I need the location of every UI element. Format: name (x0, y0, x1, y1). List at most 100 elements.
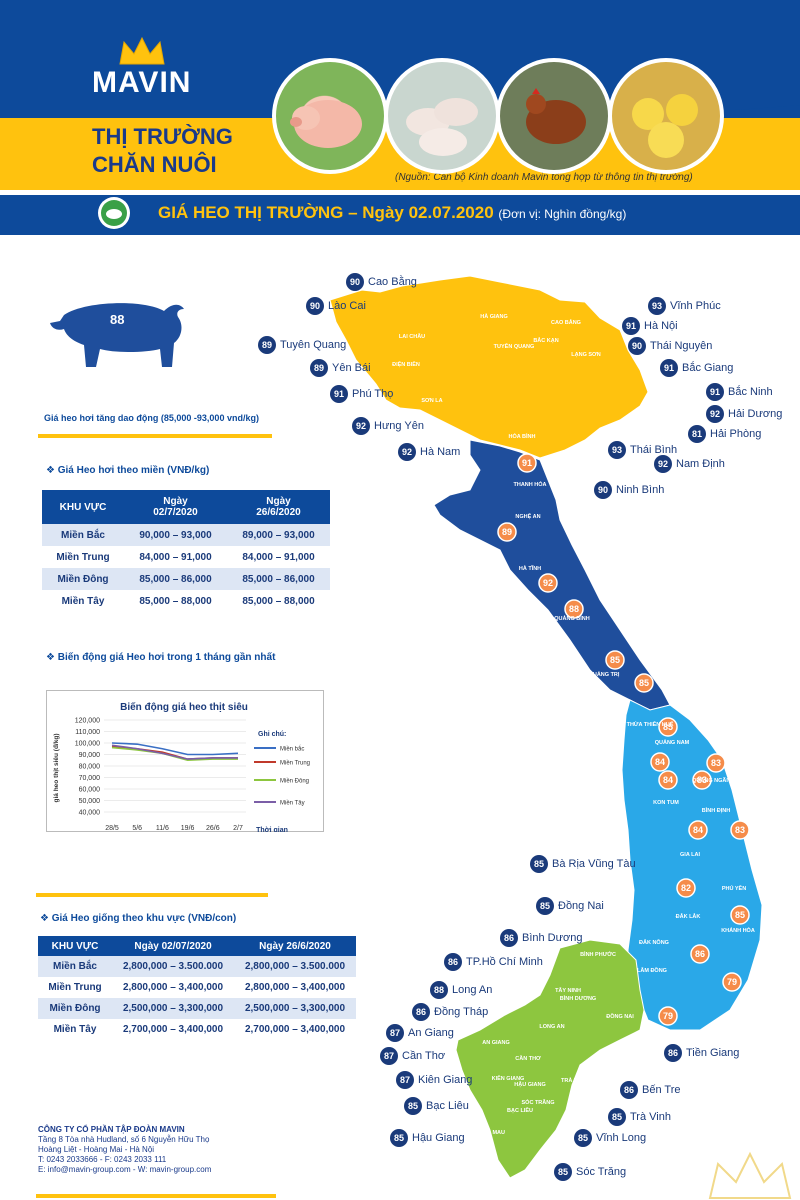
province-name: Long An (452, 984, 493, 996)
map-province-label: 87 Cần Thơ (380, 1047, 445, 1065)
map-province-label: 85 Trà Vinh (608, 1108, 671, 1126)
map-province-label: 89 Yên Bái (310, 359, 371, 377)
map-province-name: ĐIỆN BIÊN (392, 360, 420, 368)
table-cell: 2,800,000 – 3,400,000 (244, 982, 346, 993)
central-price-badge (605, 650, 625, 670)
map-province-label: 85 Đồng Nai (536, 897, 604, 915)
map-province-label: 91 Hà Nội (622, 317, 678, 335)
province-name: Thái Bình (630, 444, 678, 456)
legend-entry: Miền Đông (280, 779, 309, 785)
footer-address1: Tầng 8 Tòa nhà Hudland, số 6 Nguyễn Hữu … (38, 1135, 210, 1144)
banner-unit: (Đơn vị: Nghìn đồng/kg) (498, 207, 627, 221)
map-province-name: QUẢNG NAM (655, 739, 690, 746)
table-cell: Miền Đông (42, 568, 124, 590)
central-price-badge (692, 770, 712, 790)
map-province-name: KON TUM (653, 800, 679, 806)
province-name: Tiền Giang (686, 1047, 740, 1059)
central-price-text: 85 (663, 722, 673, 732)
price-badge: 91 (330, 385, 348, 403)
province-name: Bà Rịa Vũng Tàu (552, 858, 636, 870)
map-province-name: SÓC TRĂNG (522, 1098, 555, 1106)
map-province-name: CẦN THƠ (515, 1055, 541, 1062)
divider-1 (38, 434, 272, 438)
price-badge: 86 (620, 1081, 638, 1099)
footer-phone: T: 0243 2033666 - F: 0243 2033 111 (38, 1155, 167, 1164)
table2-title-text: Giá Heo giống theo khu vực (VNĐ/con) (51, 913, 237, 924)
central-price-badge (688, 820, 708, 840)
banner-title: GIÁ HEO THỊ TRƯỜNG – Ngày 02.07.2020 (Đơ… (158, 203, 626, 223)
y-tick-label: 110,000 (75, 729, 100, 736)
y-tick-label: 60,000 (79, 787, 101, 794)
central-price-text: 83 (697, 775, 707, 785)
province-name: Bến Tre (642, 1084, 681, 1096)
logo: MAVIN (92, 66, 192, 99)
central-price-badge (730, 820, 750, 840)
map-province-label: 89 Tuyên Quang (258, 336, 346, 354)
table-cell: Miền Tây (61, 595, 105, 607)
map-province-name: THANH HÓA (514, 480, 547, 488)
table-cell: 2,700,000 – 3,400,000 (122, 1024, 224, 1035)
table-cell: Miền Tây (53, 1024, 97, 1035)
central-price-badge (497, 522, 517, 542)
price-badge: 85 (530, 855, 548, 873)
table2: KHU VỰC Ngày 02/07/2020 Ngày 26/6/2020 M… (38, 936, 356, 1040)
price-badge: 91 (706, 383, 724, 401)
province-name: Bình Dương (522, 932, 583, 944)
central-price-badge (658, 770, 678, 790)
table-cell: 85,000 – 88,000 (242, 595, 315, 607)
map-province-label: 86 TP.Hồ Chí Minh (444, 953, 543, 971)
table-cell: 84,000 – 91,000 (242, 551, 315, 563)
map-province-name: TUYÊN QUANG (494, 342, 535, 350)
map-province-name: PHÚ YÊN (722, 884, 746, 892)
central-price-badge (722, 972, 742, 992)
central-price-text: 92 (543, 578, 553, 588)
price-badge: 91 (660, 359, 678, 377)
table-cell: Miền Trung (48, 982, 102, 993)
map-province-name: ĐẮK NÔNG (639, 938, 669, 946)
table1-title-text: Giá Heo hơi theo miền (VNĐ/kg) (57, 465, 210, 476)
price-badge: 85 (608, 1108, 626, 1126)
central-price-badge (658, 717, 678, 737)
map-province-label: 86 Tiền Giang (664, 1044, 739, 1062)
central-price-badge (706, 753, 726, 773)
table-cell: Miền Bắc (42, 524, 124, 546)
map-province-name: HẬU GIANG (514, 1081, 545, 1088)
province-name: Trà Vinh (630, 1111, 671, 1123)
map-province-name: BẮC KẠN (533, 336, 558, 344)
footer-contact: E: info@mavin-group.com - W: mavin-group… (38, 1165, 212, 1174)
map-province-name: TÂY NINH (555, 987, 581, 994)
price-badge: 81 (688, 425, 706, 443)
table-cell: 2,500,000 – 3,300,000 (112, 998, 234, 1019)
footer: CÔNG TY CỔ PHẦN TẬP ĐOÀN MAVIN Tầng 8 Tò… (38, 1125, 211, 1175)
central-price-text: 82 (681, 883, 691, 893)
x-tick-label: 2/7 (233, 825, 243, 832)
province-name: Yên Bái (332, 362, 371, 374)
map-province-name: BẠC LIÊU (507, 1106, 533, 1114)
central-price-badge (538, 573, 558, 593)
x-tick-label: 26/6 (206, 825, 220, 832)
central-price-badge (564, 599, 584, 619)
table-cell: 2,800,000 – 3.500.000 (234, 956, 356, 977)
map-province-label: 85 Hậu Giang (390, 1129, 465, 1147)
legend-entry: Miền Tây (280, 801, 305, 807)
map-province-label: 85 Bà Rịa Vũng Tàu (530, 855, 636, 873)
price-badge: 86 (500, 929, 518, 947)
map-province-name: ĐẮK LẮK (676, 912, 701, 920)
province-name: Lào Cai (328, 300, 366, 312)
map-province-name: LONG AN (539, 1024, 564, 1030)
footer-company: CÔNG TY CỔ PHẦN TẬP ĐOÀN MAVIN (38, 1125, 185, 1134)
ducklings-photo (608, 58, 724, 174)
table-cell: Miền Bắc (38, 956, 112, 977)
table2-header: Ngày 02/07/2020 (112, 936, 234, 956)
table-row: Miền Bắc 2,800,000 – 3.500.000 2,800,000… (38, 956, 356, 977)
x-tick-label: 11/6 (156, 825, 169, 832)
central-price-text: 86 (695, 949, 705, 959)
province-name: Tuyên Quang (280, 339, 347, 351)
price-badge: 86 (664, 1044, 682, 1062)
y-tick-label: 50,000 (79, 798, 101, 805)
map-province-name: LÂM ĐỒNG (637, 967, 667, 974)
map-province-name: CAO BẰNG (551, 318, 581, 326)
table2-header: Ngày 26/6/2020 (234, 936, 356, 956)
map-province-name: THỪA THIÊN HUẾ (627, 720, 674, 728)
